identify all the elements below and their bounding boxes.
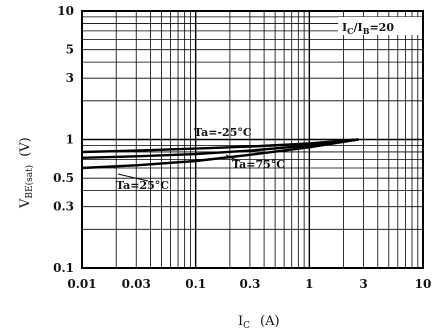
grid (82, 11, 423, 268)
x-tick-label: 10 (415, 277, 432, 291)
series-line-2 (81, 138, 359, 170)
y-axis-title-main: V (18, 198, 33, 209)
series-line-1 (81, 138, 359, 159)
y-axis-title-sub: BE(sat) (24, 165, 35, 199)
y-tick-label: 10 (57, 4, 74, 18)
y-axis-title: VBE(sat) (V) (18, 137, 35, 209)
curves (81, 138, 359, 182)
x-axis-title-sub: C (243, 321, 250, 331)
x-tick-label: 0.01 (67, 277, 96, 291)
condition-ic-sub: C (347, 26, 353, 36)
y-tick-label: 1 (66, 133, 74, 147)
y-axis-title-unit: (V) (18, 137, 33, 157)
condition-ratio: =20 (369, 21, 394, 34)
x-axis-title: IC (A) (238, 314, 280, 331)
y-tick-label: 0.1 (53, 261, 74, 275)
x-tick-label: 3 (359, 277, 367, 291)
x-tick-label: 1 (305, 277, 313, 291)
series-label-minus25: Ta=-25°C (194, 126, 252, 139)
condition-sep: /I (354, 21, 363, 34)
x-tick-label: 0.3 (239, 277, 260, 291)
condition-box (338, 17, 422, 35)
condition-label: IC/IB=20 (342, 21, 394, 36)
leader-line-75 (225, 154, 239, 162)
tick-labels: 0.01 0.03 0.1 0.3 1 3 10 0.1 0.3 0.5 1 3 5 10 (53, 4, 431, 291)
condition-ic: I (342, 21, 347, 34)
y-tick-label: 5 (66, 43, 74, 57)
y-tick-label: 0.3 (53, 200, 74, 214)
x-tick-label: 0.1 (185, 277, 206, 291)
x-axis-title-unit: (A) (260, 314, 280, 329)
series-label-25: Ta=25°C (116, 179, 169, 192)
y-tick-label: 3 (66, 71, 74, 85)
x-tick-label: 0.03 (122, 277, 151, 291)
condition-ib-sub: B (363, 26, 370, 36)
y-tick-label: 0.5 (53, 171, 74, 185)
series-line-0 (81, 138, 359, 154)
x-axis-title-main: I (238, 314, 243, 329)
leader-line-25 (117, 173, 149, 182)
plot-frame (81, 10, 424, 269)
series-label-75: Ta=75°C (232, 158, 285, 171)
